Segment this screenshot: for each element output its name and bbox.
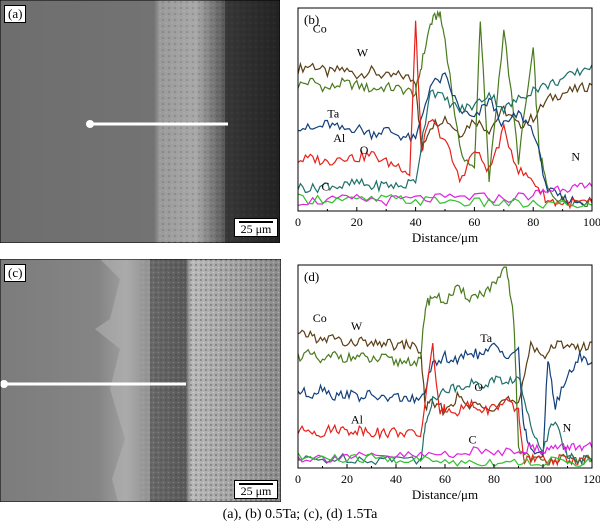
x-tick-label: 20 — [351, 215, 363, 229]
x-axis-label: Distance/μm — [412, 487, 478, 502]
scale-bar-a: 25 μm — [234, 218, 278, 237]
sem-image-a: (a) 25 μm — [0, 0, 280, 243]
panel-tag-c: (c) — [4, 264, 27, 282]
x-tick-label: 40 — [390, 472, 402, 486]
x-tick-label: 120 — [583, 472, 600, 486]
series-line-ta — [297, 72, 593, 206]
sem-image-a-graphic — [0, 0, 280, 243]
series-label-al: Al — [351, 412, 364, 426]
x-tick-label: 40 — [410, 215, 422, 229]
series-line-n — [297, 181, 593, 207]
series-line-c — [297, 193, 593, 209]
series-label-o: O — [360, 143, 369, 157]
series-line-ta — [297, 342, 593, 458]
chart-panel-tag: (d) — [304, 269, 319, 284]
x-tick-label: 0 — [295, 472, 301, 486]
series-label-o: O — [474, 380, 483, 394]
series-label-w: W — [351, 319, 363, 333]
x-tick-label: 100 — [534, 472, 552, 486]
sem-image-c: (c) 25 μm — [0, 259, 281, 502]
scale-bar-label-c: 25 μm — [240, 484, 272, 498]
scale-bar-c: 25 μm — [234, 480, 278, 499]
chart-panel-tag: (b) — [304, 12, 319, 27]
line-chart-d: (d) Co W Ta Al O N C 0 20 40 60 80 100 120 Distance/μm — [295, 264, 600, 502]
series-label-c: C — [322, 180, 330, 194]
series-label-co: Co — [313, 311, 327, 325]
series-label-co: Co — [313, 21, 327, 35]
series-line-w — [297, 9, 593, 208]
series-line-co — [297, 329, 592, 417]
line-chart-b: (b)Co W Ta Al O N C 0 20 40 60 80 100 Distance/μm — [295, 7, 600, 245]
series-line-n — [297, 441, 593, 463]
series-label-n: N — [571, 149, 580, 163]
series-label-c: C — [469, 433, 477, 447]
x-tick-label: 60 — [468, 215, 480, 229]
x-tick-label: 0 — [295, 215, 301, 229]
figure-caption: (a), (b) 0.5Ta; (c), (d) 1.5Ta — [222, 507, 378, 522]
x-axis-label: Distance/μm — [412, 230, 478, 245]
series-line-o — [297, 64, 593, 194]
x-tick-label: 60 — [439, 472, 451, 486]
x-tick-label: 20 — [341, 472, 353, 486]
x-tick-label: 80 — [527, 215, 539, 229]
series-line-al — [297, 343, 593, 467]
series-label-ta: Ta — [327, 107, 339, 121]
series-label-n: N — [563, 420, 572, 434]
x-tick-label: 100 — [583, 215, 600, 229]
panel-tag-a: (a) — [4, 5, 27, 23]
scale-bar-label-a: 25 μm — [240, 222, 272, 236]
series-line-al — [297, 20, 593, 210]
series-label-al: Al — [333, 131, 346, 145]
sem-image-c-graphic — [0, 259, 281, 502]
series-label-ta: Ta — [480, 331, 492, 345]
series-label-w: W — [357, 46, 369, 60]
x-tick-label: 80 — [488, 472, 500, 486]
